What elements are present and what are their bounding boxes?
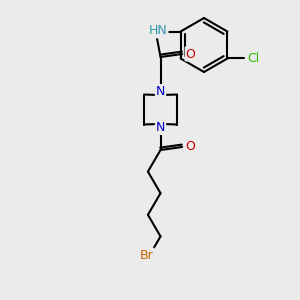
Text: N: N bbox=[156, 121, 165, 134]
Text: HN: HN bbox=[149, 24, 167, 38]
Text: Cl: Cl bbox=[247, 52, 259, 65]
Text: O: O bbox=[186, 47, 196, 61]
Text: O: O bbox=[186, 140, 196, 154]
Text: N: N bbox=[156, 85, 165, 98]
Text: Br: Br bbox=[140, 249, 154, 262]
